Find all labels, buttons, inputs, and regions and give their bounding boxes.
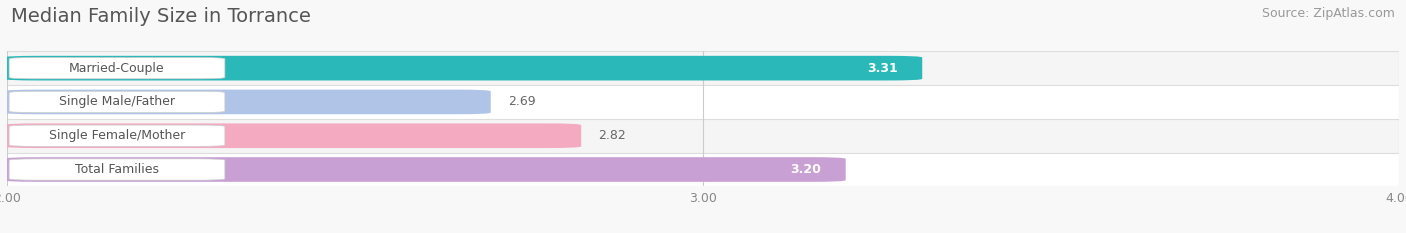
FancyBboxPatch shape — [4, 123, 581, 148]
FancyBboxPatch shape — [7, 119, 1399, 153]
Text: Median Family Size in Torrance: Median Family Size in Torrance — [11, 7, 311, 26]
Text: Single Male/Father: Single Male/Father — [59, 96, 174, 108]
Text: 2.82: 2.82 — [599, 129, 626, 142]
FancyBboxPatch shape — [4, 56, 922, 80]
Text: Married-Couple: Married-Couple — [69, 62, 165, 75]
FancyBboxPatch shape — [4, 157, 845, 182]
Text: Total Families: Total Families — [75, 163, 159, 176]
FancyBboxPatch shape — [7, 85, 1399, 119]
Text: Single Female/Mother: Single Female/Mother — [49, 129, 186, 142]
FancyBboxPatch shape — [4, 90, 491, 114]
Text: 2.69: 2.69 — [508, 96, 536, 108]
Text: Source: ZipAtlas.com: Source: ZipAtlas.com — [1261, 7, 1395, 20]
FancyBboxPatch shape — [8, 159, 225, 180]
Text: 3.20: 3.20 — [790, 163, 821, 176]
Text: 3.31: 3.31 — [868, 62, 898, 75]
FancyBboxPatch shape — [8, 58, 225, 79]
FancyBboxPatch shape — [8, 125, 225, 146]
FancyBboxPatch shape — [7, 51, 1399, 85]
FancyBboxPatch shape — [7, 153, 1399, 186]
FancyBboxPatch shape — [8, 91, 225, 113]
